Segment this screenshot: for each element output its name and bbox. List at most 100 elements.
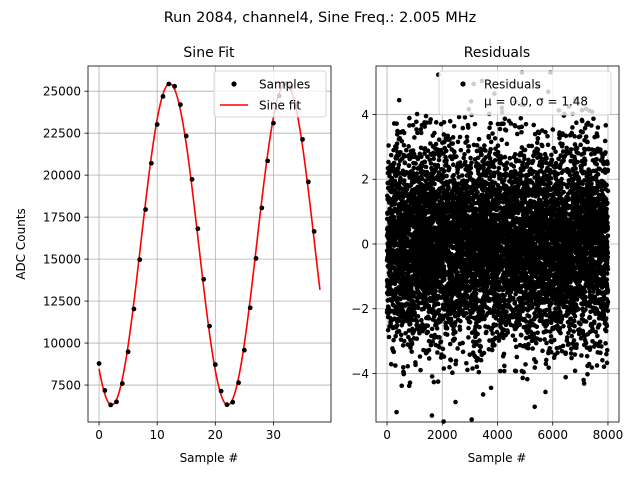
- residual-point: [480, 309, 486, 314]
- sample-point: [125, 349, 131, 355]
- sample-point: [259, 205, 265, 211]
- residual-point: [502, 363, 507, 369]
- residual-point: [417, 354, 423, 359]
- residual-point: [499, 137, 505, 143]
- residual-point: [413, 362, 418, 368]
- residual-point: [404, 187, 410, 192]
- residual-point: [394, 132, 400, 137]
- sample-point: [148, 160, 154, 166]
- residual-point: [488, 385, 494, 391]
- residual-point: [415, 274, 421, 280]
- residual-point: [466, 144, 472, 149]
- residual-point: [452, 336, 458, 342]
- residual-point: [401, 371, 407, 377]
- residual-point: [448, 317, 454, 323]
- residual-point: [399, 383, 405, 389]
- residual-point: [388, 320, 393, 326]
- residual-point: [394, 144, 399, 150]
- sample-point: [137, 257, 143, 263]
- residual-point: [386, 334, 392, 340]
- residual-point: [441, 168, 447, 174]
- residual-point: [488, 139, 494, 145]
- residual-point: [407, 123, 412, 128]
- residual-point: [422, 151, 427, 156]
- residual-point: [434, 326, 440, 331]
- residual-point: [463, 310, 469, 316]
- residual-point: [513, 368, 519, 374]
- residual-point: [409, 349, 414, 354]
- residual-point: [491, 164, 497, 170]
- residual-point: [409, 341, 415, 347]
- residual-point: [440, 346, 446, 352]
- sample-point: [230, 399, 236, 405]
- residual-point: [412, 135, 417, 140]
- residual-point: [464, 360, 469, 366]
- residual-point: [512, 152, 518, 157]
- residual-point: [518, 332, 524, 338]
- residual-point: [478, 357, 484, 363]
- sine-fit-xtick-label: 30: [266, 428, 281, 442]
- sample-point: [119, 381, 125, 386]
- residual-point: [419, 176, 425, 182]
- residual-point: [467, 319, 473, 325]
- residual-point: [426, 316, 432, 321]
- residual-point: [476, 136, 482, 142]
- residual-point: [391, 337, 396, 343]
- residual-point: [477, 338, 482, 343]
- residual-point: [490, 131, 495, 136]
- residual-point: [400, 365, 406, 370]
- residual-point: [444, 158, 449, 163]
- residual-point: [426, 347, 432, 353]
- residual-point: [441, 120, 447, 125]
- residual-point: [451, 172, 456, 178]
- residual-point: [428, 117, 433, 122]
- residual-point: [490, 331, 495, 336]
- residual-point: [475, 189, 480, 195]
- residual-point: [462, 152, 467, 157]
- residual-point: [429, 374, 435, 379]
- residual-point: [466, 325, 471, 331]
- sample-point: [96, 361, 102, 366]
- residual-point: [504, 309, 509, 314]
- residual-point: [488, 121, 493, 126]
- residual-point: [457, 134, 463, 140]
- residual-point: [493, 322, 499, 328]
- residual-point: [429, 326, 435, 332]
- sine-fit-xtick-label: 10: [150, 428, 165, 442]
- residual-point: [468, 171, 474, 176]
- residual-point: [464, 138, 470, 144]
- sample-point: [265, 158, 271, 164]
- residual-point: [446, 185, 451, 191]
- residual-point: [420, 322, 425, 327]
- residual-point: [469, 160, 474, 165]
- residual-point: [444, 332, 450, 337]
- residual-point: [488, 147, 493, 152]
- residual-point: [472, 121, 478, 127]
- sine-fit-ytick-label: 22500: [43, 126, 81, 140]
- residual-point: [411, 329, 417, 334]
- sample-point: [195, 226, 201, 232]
- sample-point: [131, 306, 137, 312]
- residual-point: [418, 367, 423, 373]
- residual-point: [436, 157, 442, 163]
- residual-point: [450, 141, 456, 146]
- sine-fit-legend: Samples Sine fit: [213, 70, 327, 118]
- residual-point: [414, 336, 420, 342]
- residual-point: [514, 131, 520, 137]
- sine-fit-ytick-label: 7500: [50, 378, 81, 392]
- sample-point: [114, 399, 119, 405]
- residual-point: [446, 165, 452, 171]
- residual-point: [479, 152, 484, 157]
- residual-point: [444, 325, 450, 331]
- residual-point: [511, 164, 517, 169]
- sample-point: [166, 81, 172, 87]
- sample-point: [241, 347, 247, 353]
- sample-point: [183, 133, 189, 139]
- residual-point: [482, 143, 487, 148]
- residual-point: [442, 277, 447, 282]
- residual-point: [454, 154, 459, 159]
- residual-point: [475, 331, 480, 337]
- sample-point: [311, 229, 317, 234]
